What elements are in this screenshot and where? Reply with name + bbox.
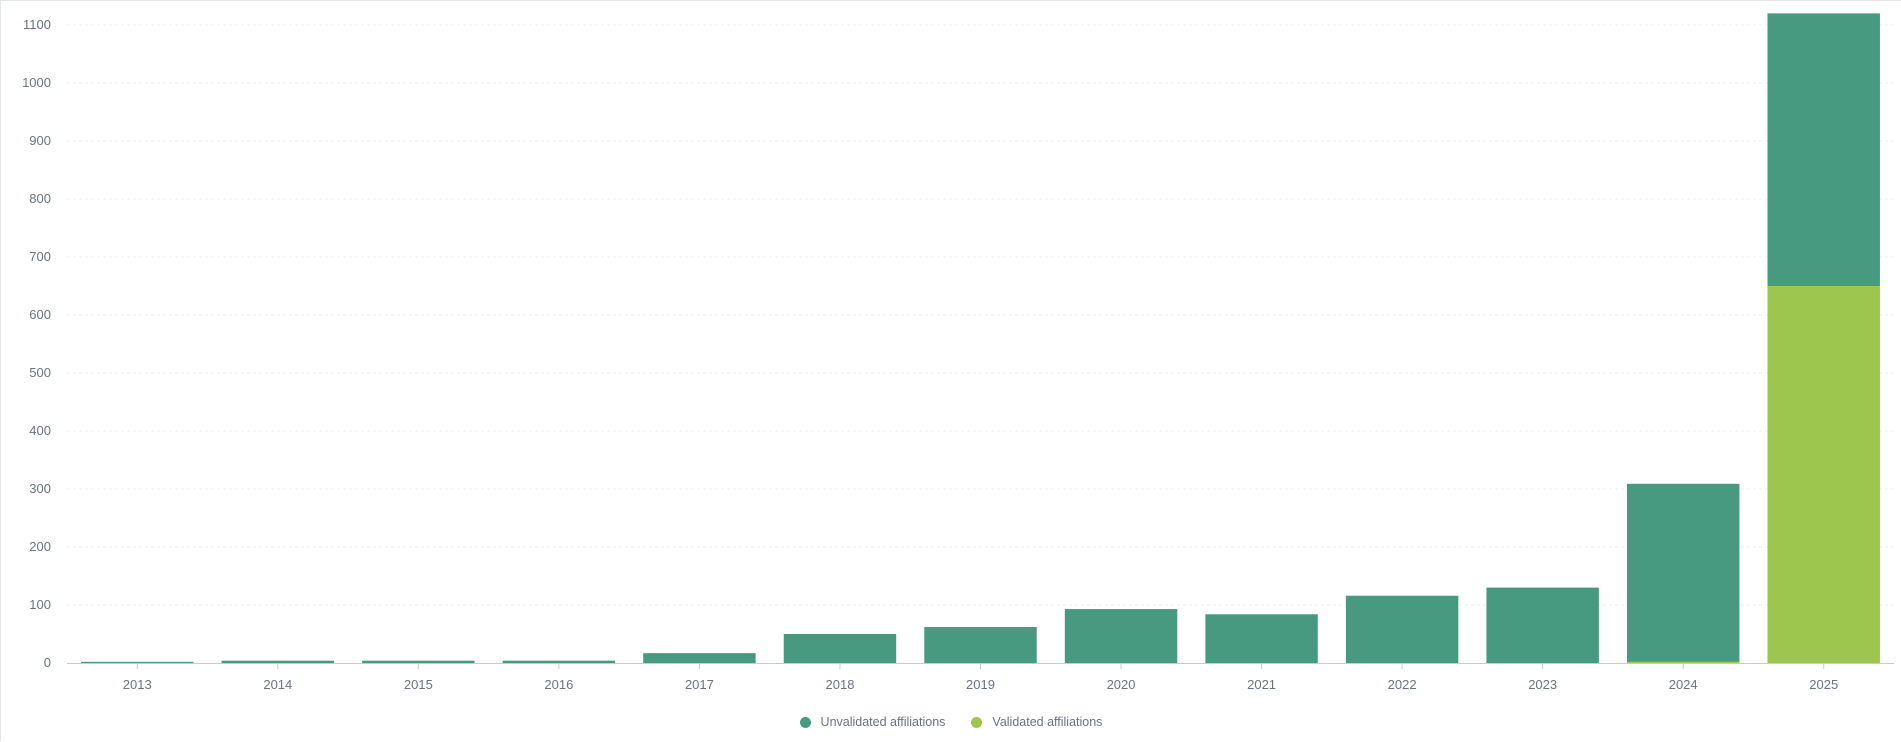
x-tick-label: 2023 [1528,677,1557,692]
chart-legend: Unvalidated affiliations Validated affil… [1,715,1901,729]
x-tick-label: 2019 [966,677,995,692]
bar-segment[interactable] [643,653,756,663]
y-tick-label: 1000 [22,75,51,90]
y-tick-label: 300 [29,481,51,496]
x-tick-label: 2016 [544,677,573,692]
x-tick-label: 2020 [1107,677,1136,692]
y-tick-label: 400 [29,423,51,438]
y-tick-label: 1100 [23,17,51,32]
legend-swatch-unvalidated [799,716,811,728]
bar-segment[interactable] [1486,587,1599,663]
y-tick-label: 900 [29,133,51,148]
bar-segment[interactable] [1767,13,1880,287]
x-tick-label: 2018 [826,677,855,692]
bar-segment[interactable] [1767,286,1880,663]
legend-item-validated[interactable]: Validated affiliations [971,715,1102,729]
bar-segment[interactable] [81,661,194,663]
x-tick-label: 2024 [1669,677,1698,692]
bar-segment[interactable] [362,660,475,663]
y-tick-label: 100 [29,597,51,612]
y-tick-label: 600 [29,307,51,322]
bar-segment[interactable] [1345,595,1459,663]
x-tick-label: 2017 [685,677,714,692]
x-tick-label: 2015 [404,677,433,692]
legend-swatch-validated [971,716,983,728]
bar-segment[interactable] [1626,483,1740,662]
bar-segment[interactable] [1205,614,1318,663]
x-tick-label: 2013 [123,677,152,692]
x-tick-label: 2021 [1247,677,1276,692]
legend-label-unvalidated: Unvalidated affiliations [820,715,946,729]
y-tick-label: 200 [29,539,51,554]
legend-item-unvalidated[interactable]: Unvalidated affiliations [799,715,946,729]
y-tick-label: 800 [29,191,51,206]
bar-segment[interactable] [924,627,1037,663]
x-tick-label: 2022 [1388,677,1417,692]
x-tick-label: 2014 [263,677,292,692]
y-tick-label: 0 [44,655,51,670]
legend-label-validated: Validated affiliations [992,715,1103,729]
bar-segment[interactable] [783,634,897,663]
x-tick-label: 2025 [1809,677,1838,692]
bar-segment[interactable] [1626,661,1740,663]
bar-segment[interactable] [1064,609,1178,663]
bar-segment[interactable] [502,660,616,663]
bar-segment[interactable] [221,660,335,663]
y-tick-label: 700 [29,249,51,264]
y-tick-label: 500 [29,365,51,380]
